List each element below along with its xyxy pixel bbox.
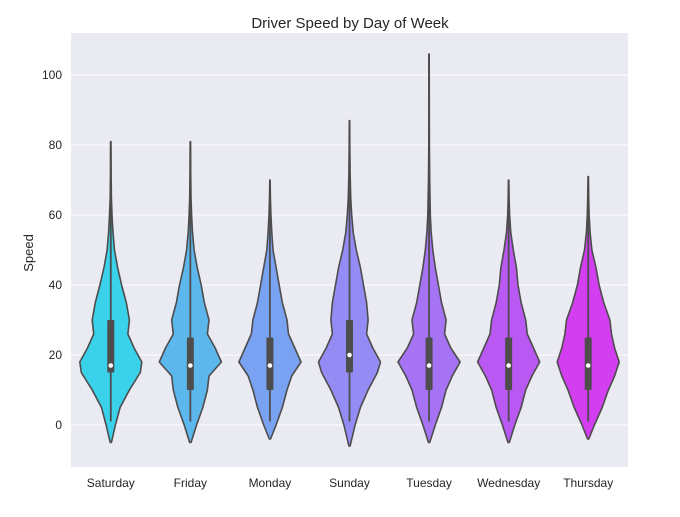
violin-tuesday bbox=[397, 53, 461, 444]
x-tick-label: Wednesday bbox=[477, 476, 540, 490]
violins bbox=[79, 53, 620, 447]
violin-median bbox=[267, 363, 273, 368]
y-tick-label: 60 bbox=[49, 208, 63, 222]
y-tick-label: 100 bbox=[42, 68, 62, 82]
violin-median bbox=[108, 363, 114, 368]
x-tick-label: Sunday bbox=[329, 476, 370, 490]
violin-monday bbox=[238, 179, 302, 440]
y-axis-label: Speed bbox=[21, 234, 36, 272]
x-tick-labels: Saturday Friday Monday Sunday Tuesday Wednesd… bbox=[87, 476, 613, 490]
violin-iqr-box bbox=[107, 320, 115, 373]
violin-median bbox=[188, 363, 193, 368]
x-tick-label: Saturday bbox=[87, 476, 135, 490]
y-tick-label: 0 bbox=[55, 418, 62, 432]
violin-wednesday bbox=[476, 179, 541, 444]
y-tick-labels: 0 20 40 60 80 100 bbox=[42, 68, 62, 432]
violin-iqr-box bbox=[346, 320, 353, 373]
x-tick-label: Friday bbox=[174, 476, 207, 490]
x-tick-label: Thursday bbox=[563, 476, 613, 490]
violin-saturday bbox=[79, 140, 143, 444]
y-tick-label: 80 bbox=[49, 138, 63, 152]
violin-median bbox=[585, 363, 591, 368]
x-tick-label: Tuesday bbox=[406, 476, 452, 490]
violin-thursday bbox=[556, 175, 620, 440]
y-tick-label: 20 bbox=[49, 348, 63, 362]
chart-title: Driver Speed by Day of Week bbox=[251, 15, 449, 32]
violin-friday bbox=[158, 140, 223, 444]
x-tick-label: Monday bbox=[249, 476, 292, 490]
violin-median bbox=[347, 352, 352, 358]
violin-sunday bbox=[317, 119, 382, 447]
violin-median bbox=[506, 363, 511, 368]
violin-median bbox=[426, 363, 432, 368]
y-tick-label: 40 bbox=[49, 278, 63, 292]
